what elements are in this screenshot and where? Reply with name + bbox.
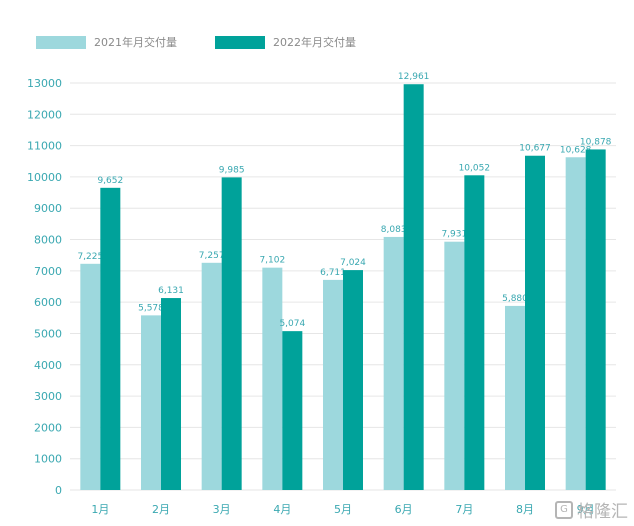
bar-2021 xyxy=(505,305,525,490)
data-label: 10,052 xyxy=(459,163,491,173)
watermark: G 格隆汇 xyxy=(555,497,628,522)
legend-swatch-2021 xyxy=(36,35,86,49)
gelonghui-logo-icon: G xyxy=(555,500,573,519)
y-tick-label: 3000 xyxy=(34,390,62,403)
y-tick-label: 10000 xyxy=(27,171,62,184)
y-tick-label: 13000 xyxy=(27,77,62,90)
y-tick-label: 6000 xyxy=(34,296,62,309)
bar-2022 xyxy=(100,187,121,490)
x-tick-label: 8月 xyxy=(516,503,534,516)
bar-2022 xyxy=(403,84,424,490)
data-label: 10,677 xyxy=(519,144,551,154)
legend-item-2022: 2022年月交付量 xyxy=(215,34,356,50)
y-tick-label: 12000 xyxy=(27,108,62,121)
bar-2021 xyxy=(262,267,283,490)
bar-2021 xyxy=(141,315,161,490)
bar-2021 xyxy=(201,262,222,490)
legend-label-2022: 2022年月交付量 xyxy=(273,36,356,49)
bar-2022 xyxy=(525,155,545,490)
legend-swatch-2022 xyxy=(215,35,265,49)
x-tick-label: 3月 xyxy=(213,503,231,516)
data-label: 6,131 xyxy=(158,286,184,296)
y-tick-label: 4000 xyxy=(34,359,62,372)
data-label: 10,878 xyxy=(580,137,612,147)
bar-2022 xyxy=(343,270,363,490)
data-label: 7,102 xyxy=(259,256,285,266)
y-tick-label: 11000 xyxy=(27,140,62,153)
data-label: 7,024 xyxy=(340,258,366,268)
bar-2022 xyxy=(585,149,606,490)
data-label: 5,578 xyxy=(138,303,164,313)
x-tick-label: 9月 xyxy=(577,503,595,516)
y-tick-label: 9000 xyxy=(34,202,62,215)
bar-2021 xyxy=(80,263,101,490)
x-tick-label: 7月 xyxy=(455,503,473,516)
bar-2021 xyxy=(383,236,404,490)
y-tick-label: 0 xyxy=(55,484,62,497)
data-label: 5,074 xyxy=(279,319,305,329)
data-label: 12,961 xyxy=(398,72,430,82)
data-label: 9,652 xyxy=(97,176,123,186)
data-label: 6,711 xyxy=(320,268,346,278)
data-label: 9,985 xyxy=(219,165,245,175)
bar-2022 xyxy=(161,298,181,490)
data-label: 7,257 xyxy=(199,251,225,261)
data-label: 10,628 xyxy=(560,145,592,155)
data-label: 5,880 xyxy=(502,294,528,304)
bar-2021 xyxy=(444,241,465,490)
legend-label-2021: 2021年月交付量 xyxy=(94,36,177,49)
y-tick-label: 1000 xyxy=(34,453,62,466)
x-tick-label: 5月 xyxy=(334,503,352,516)
bar-2022 xyxy=(464,175,485,490)
data-label: 8,083 xyxy=(381,225,407,235)
data-label: 7,225 xyxy=(77,252,103,262)
watermark-text: 格隆汇 xyxy=(577,502,628,522)
x-tick-label: 6月 xyxy=(395,503,413,516)
legend: 2021年月交付量 2022年月交付量 xyxy=(36,34,394,50)
bar-2021 xyxy=(565,157,586,490)
x-tick-label: 4月 xyxy=(273,503,291,516)
x-tick-label: 2月 xyxy=(152,503,170,516)
y-tick-label: 7000 xyxy=(34,265,62,278)
legend-item-2021: 2021年月交付量 xyxy=(36,34,177,50)
y-tick-label: 5000 xyxy=(34,327,62,340)
data-label: 7,931 xyxy=(441,230,467,240)
bar-2022 xyxy=(282,331,303,490)
x-tick-label: 1月 xyxy=(91,503,109,516)
bar-2021 xyxy=(323,279,343,490)
y-tick-label: 2000 xyxy=(34,421,62,434)
bar-2022 xyxy=(221,177,242,490)
y-tick-label: 8000 xyxy=(34,234,62,247)
